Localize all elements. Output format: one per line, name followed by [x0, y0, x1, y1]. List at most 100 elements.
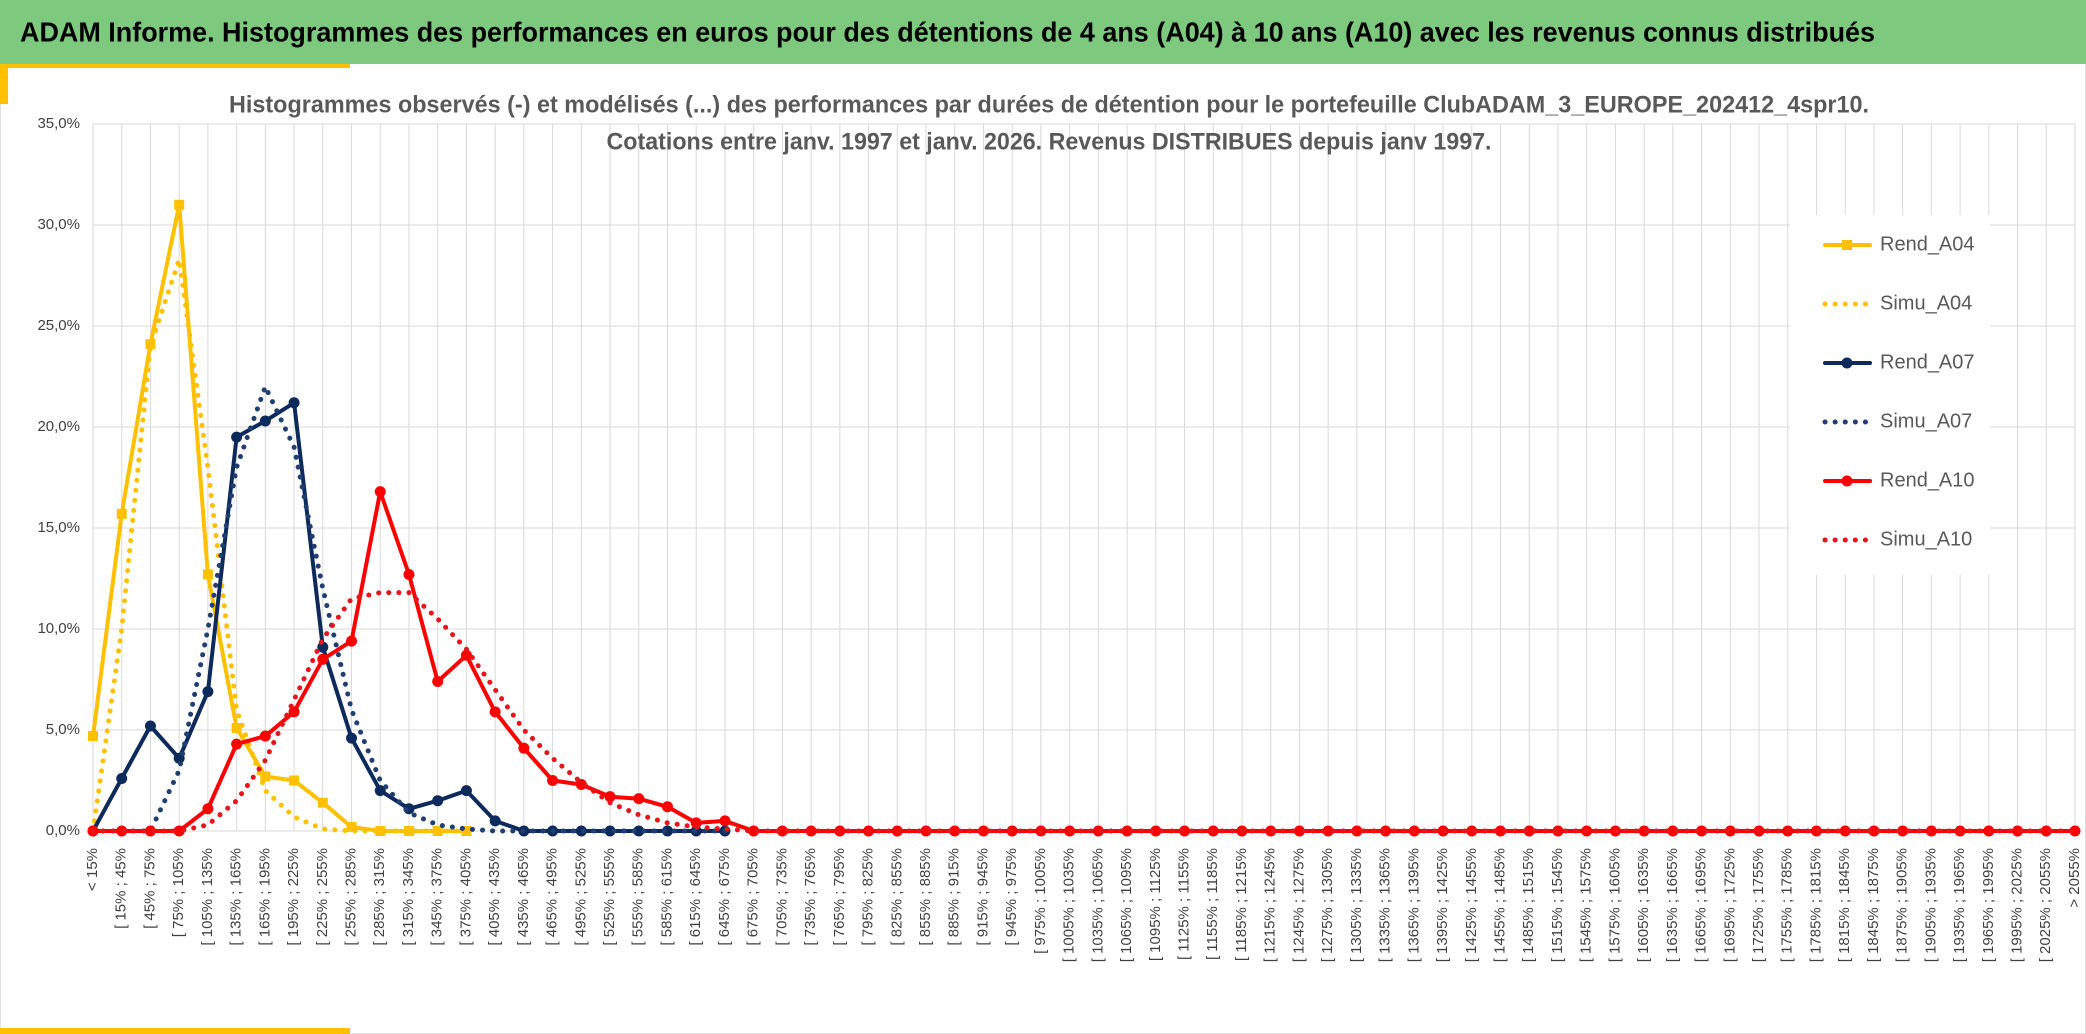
- marker: [748, 825, 760, 837]
- marker: [317, 653, 329, 665]
- marker: [1121, 825, 1133, 837]
- marker: [432, 676, 444, 688]
- chart-title: Histogrammes observés (-) et modélisés (…: [229, 91, 1869, 118]
- accent: [0, 1028, 350, 1034]
- x-tick-label: [ 615% ; 645%: [687, 848, 704, 946]
- x-tick-label: [ 1125% ; 1155%: [1176, 848, 1193, 960]
- x-tick-label: [ 555% ; 585%: [630, 848, 647, 946]
- y-tick-label: 10,0%: [37, 620, 80, 637]
- legend-marker: [1841, 475, 1853, 487]
- marker: [259, 730, 271, 742]
- marker: [920, 825, 932, 837]
- marker: [1897, 825, 1909, 837]
- marker: [317, 797, 328, 808]
- x-tick-label: [ 45% ; 75%: [141, 848, 158, 929]
- legend-label: Simu_A10: [1880, 528, 1972, 550]
- x-tick-label: [ 1395% ; 1425%: [1434, 848, 1451, 962]
- x-tick-label: [ 1515% ; 1545%: [1549, 848, 1566, 962]
- marker: [661, 825, 673, 837]
- marker: [374, 486, 386, 498]
- marker: [145, 339, 156, 350]
- x-tick-label: [ 1335% ; 1365%: [1377, 848, 1394, 962]
- marker: [317, 641, 329, 653]
- x-tick-label: [ 1065% ; 1095%: [1118, 848, 1135, 962]
- x-tick-label: [ 495% ; 525%: [572, 848, 589, 946]
- legend-label: Simu_A04: [1880, 292, 1972, 314]
- marker: [2069, 825, 2081, 837]
- marker: [375, 826, 386, 836]
- x-tick-label: > 2055%: [2066, 848, 2083, 908]
- legend-box: [1790, 215, 1990, 575]
- x-tick-label: [ 1005% ; 1035%: [1061, 848, 1078, 962]
- x-tick-label: [ 1575% ; 1605%: [1606, 848, 1623, 962]
- marker: [633, 793, 645, 805]
- x-tick-label: [ 1545% ; 1575%: [1578, 848, 1595, 962]
- x-tick-label: [ 1785% ; 1815%: [1807, 848, 1824, 962]
- x-tick-label: [ 465% ; 495%: [544, 848, 561, 946]
- marker: [259, 415, 271, 427]
- marker: [1351, 825, 1363, 837]
- x-tick-label: [ 15% ; 45%: [113, 848, 130, 929]
- x-tick-label: [ 585% ; 615%: [658, 848, 675, 946]
- x-tick-label: [ 945% ; 975%: [1003, 848, 1020, 946]
- x-tick-label: [ 735% ; 765%: [802, 848, 819, 946]
- legend-label: Rend_A07: [1880, 351, 1975, 373]
- legend-label: Rend_A04: [1880, 233, 1975, 255]
- x-tick-label: [ 675% ; 705%: [745, 848, 762, 946]
- marker: [1696, 825, 1708, 837]
- marker: [604, 825, 616, 837]
- x-tick-label: [ 195% ; 225%: [285, 848, 302, 946]
- marker: [1150, 825, 1162, 837]
- x-tick-label: [ 255% ; 285%: [342, 848, 359, 946]
- x-tick-label: [ 1485% ; 1515%: [1520, 848, 1537, 962]
- y-tick-label: 0,0%: [46, 822, 80, 839]
- legend-marker: [1842, 240, 1852, 250]
- marker: [1523, 825, 1535, 837]
- marker: [231, 431, 243, 443]
- x-tick-label: [ 135% ; 165%: [228, 848, 245, 946]
- x-tick-label: [ 1995% ; 2025%: [2009, 848, 2026, 962]
- marker: [116, 508, 127, 519]
- marker: [116, 772, 128, 784]
- marker: [260, 771, 271, 782]
- marker: [374, 785, 386, 797]
- marker: [231, 722, 242, 733]
- marker: [1667, 825, 1679, 837]
- x-tick-label: [ 1095% ; 1125%: [1147, 848, 1164, 961]
- x-tick-label: [ 1305% ; 1335%: [1348, 848, 1365, 962]
- x-tick-label: < 15%: [84, 848, 101, 891]
- x-tick-label: [ 1605% ; 1635%: [1635, 848, 1652, 962]
- x-tick-label: [ 705% ; 735%: [773, 848, 790, 946]
- x-tick-label: [ 105% ; 135%: [199, 848, 216, 946]
- marker: [1179, 825, 1191, 837]
- x-tick-label: [ 1965% ; 1995%: [1980, 848, 1997, 962]
- marker: [1466, 825, 1478, 837]
- marker: [460, 785, 472, 797]
- x-tick-label: [ 1725% ; 1755%: [1750, 848, 1767, 962]
- marker: [144, 825, 156, 837]
- marker: [1092, 825, 1104, 837]
- marker: [346, 635, 358, 647]
- marker: [346, 732, 358, 744]
- marker: [346, 821, 357, 832]
- x-tick-label: [ 1245% ; 1275%: [1290, 848, 1307, 962]
- marker: [1868, 825, 1880, 837]
- marker: [1839, 825, 1851, 837]
- marker: [1293, 825, 1305, 837]
- marker: [88, 731, 98, 742]
- x-tick-label: [ 1185% ; 1215%: [1233, 848, 1250, 961]
- marker: [403, 568, 415, 580]
- x-tick-label: [ 1875% ; 1905%: [1894, 848, 1911, 962]
- x-tick-label: [ 315% ; 345%: [400, 848, 417, 946]
- legend-label: Simu_A07: [1880, 410, 1972, 432]
- marker: [460, 649, 472, 661]
- marker: [202, 686, 214, 698]
- banner: [0, 0, 2086, 64]
- marker: [289, 775, 300, 786]
- x-tick-label: [ 1275% ; 1305%: [1319, 848, 1336, 962]
- x-tick-label: [ 375% ; 405%: [457, 848, 474, 946]
- x-tick-label: [ 1635% ; 1665%: [1664, 848, 1681, 962]
- x-tick-label: [ 1365% ; 1395%: [1405, 848, 1422, 962]
